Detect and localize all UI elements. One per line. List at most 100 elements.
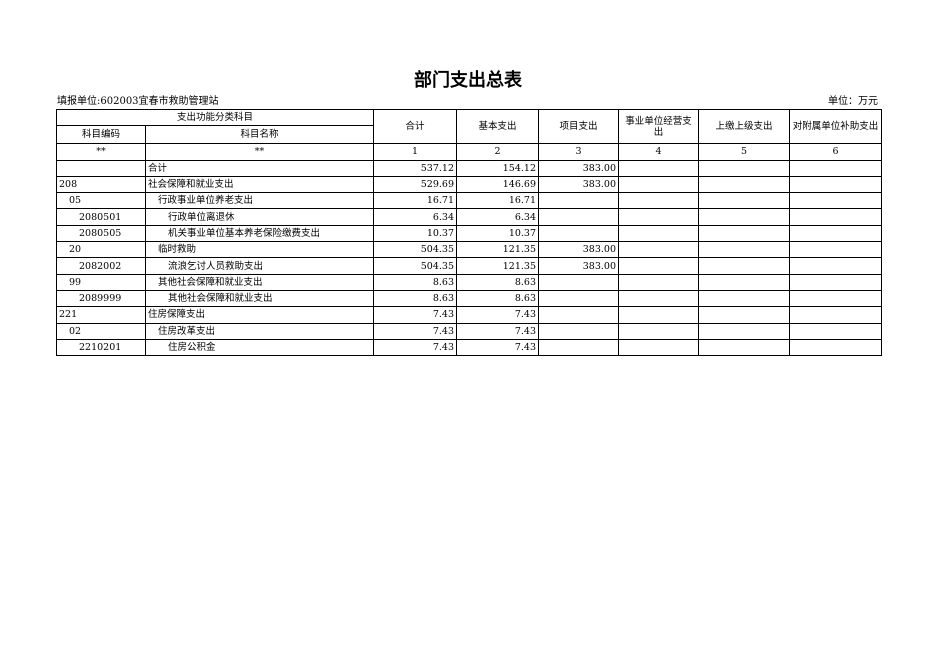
value-cell: 146.69 bbox=[456, 175, 540, 194]
value-cell: 8.63 bbox=[456, 289, 540, 308]
value-cell: 10.37 bbox=[456, 224, 540, 243]
value-cell bbox=[789, 273, 883, 291]
table-row: 99 其他社会保障和就业支出 8.63 8.63 bbox=[56, 273, 883, 291]
subject-code: 05 bbox=[56, 192, 146, 210]
value-cell: 7.43 bbox=[373, 322, 458, 340]
value-cell bbox=[538, 289, 620, 308]
subject-code: 221 bbox=[56, 306, 146, 324]
value-cell bbox=[789, 192, 883, 210]
value-cell bbox=[698, 241, 791, 259]
value-cell: 6.34 bbox=[373, 208, 458, 226]
subject-name: 社会保障和就业支出 bbox=[144, 175, 375, 194]
value-cell bbox=[618, 338, 700, 357]
subject-name: 行政单位离退休 bbox=[144, 208, 375, 226]
table-row: 208 社会保障和就业支出 529.69 146.69 383.00 bbox=[56, 175, 883, 194]
subject-name: 流浪乞讨人员救助支出 bbox=[144, 257, 375, 275]
table-row: 2080501 行政单位离退休 6.34 6.34 bbox=[56, 208, 883, 226]
value-cell bbox=[789, 322, 883, 340]
value-cell: 383.00 bbox=[538, 159, 620, 177]
value-cell bbox=[618, 289, 700, 308]
value-cell: 7.43 bbox=[456, 322, 540, 340]
value-cell: 7.43 bbox=[373, 306, 458, 324]
value-cell bbox=[789, 159, 883, 177]
value-cell bbox=[789, 208, 883, 226]
filing-unit: 填报单位:602003宜春市救助管理站 bbox=[57, 96, 219, 107]
value-cell bbox=[698, 338, 791, 357]
value-cell bbox=[538, 192, 620, 210]
subject-name: 住房改革支出 bbox=[144, 322, 375, 340]
subject-code bbox=[56, 159, 146, 177]
value-cell bbox=[789, 224, 883, 243]
subject-code: 2089999 bbox=[56, 289, 146, 308]
value-cell bbox=[698, 273, 791, 291]
subject-name: 住房公积金 bbox=[144, 338, 375, 357]
page-title: 部门支出总表 bbox=[414, 70, 522, 91]
index-cell: ** bbox=[144, 143, 375, 161]
value-cell: 504.35 bbox=[373, 257, 458, 275]
value-cell bbox=[789, 289, 883, 308]
value-cell bbox=[618, 159, 700, 177]
header-code: 科目编码 bbox=[56, 125, 146, 145]
value-cell bbox=[618, 306, 700, 324]
value-cell bbox=[789, 338, 883, 357]
value-cell bbox=[538, 224, 620, 243]
subject-code: 2082002 bbox=[56, 257, 146, 275]
index-row: ** ** 1 2 3 4 5 6 bbox=[56, 143, 883, 161]
subject-code: 2080505 bbox=[56, 224, 146, 243]
value-cell: 8.63 bbox=[456, 273, 540, 291]
header-remit-superior: 上缴上级支出 bbox=[698, 108, 791, 145]
value-cell bbox=[698, 208, 791, 226]
header-business: 事业单位经营支出 bbox=[618, 108, 700, 145]
value-cell bbox=[618, 241, 700, 259]
value-cell: 383.00 bbox=[538, 257, 620, 275]
subject-code: 02 bbox=[56, 322, 146, 340]
index-cell: ** bbox=[56, 143, 146, 161]
header-name: 科目名称 bbox=[144, 125, 375, 145]
table-row: 2080505 机关事业单位基本养老保险缴费支出 10.37 10.37 bbox=[56, 224, 883, 243]
value-cell bbox=[698, 306, 791, 324]
header-total: 合计 bbox=[373, 108, 458, 145]
value-cell bbox=[618, 257, 700, 275]
header-basic: 基本支出 bbox=[456, 108, 540, 145]
table-row: 02 住房改革支出 7.43 7.43 bbox=[56, 322, 883, 340]
value-cell: 16.71 bbox=[456, 192, 540, 210]
header-project: 项目支出 bbox=[538, 108, 620, 145]
value-cell bbox=[618, 192, 700, 210]
subject-name: 临时救助 bbox=[144, 241, 375, 259]
value-cell bbox=[538, 338, 620, 357]
value-cell: 537.12 bbox=[373, 159, 458, 177]
value-cell bbox=[698, 322, 791, 340]
expenditure-table: 支出功能分类科目 合计 基本支出 项目支出 事业单位经营支出 上缴上级支出 对附… bbox=[55, 108, 883, 357]
value-cell: 121.35 bbox=[456, 257, 540, 275]
value-cell bbox=[698, 257, 791, 275]
value-cell bbox=[789, 175, 883, 194]
value-cell bbox=[789, 257, 883, 275]
value-cell: 8.63 bbox=[373, 273, 458, 291]
table-row: 20 临时救助 504.35 121.35 383.00 bbox=[56, 241, 883, 259]
value-cell: 7.43 bbox=[373, 338, 458, 357]
table-row: 2082002 流浪乞讨人员救助支出 504.35 121.35 383.00 bbox=[56, 257, 883, 275]
table-row: 合计 537.12 154.12 383.00 bbox=[56, 159, 883, 177]
value-cell: 529.69 bbox=[373, 175, 458, 194]
subject-code: 2210201 bbox=[56, 338, 146, 357]
index-cell: 4 bbox=[618, 143, 700, 161]
value-cell bbox=[698, 159, 791, 177]
value-cell: 154.12 bbox=[456, 159, 540, 177]
value-cell: 10.37 bbox=[373, 224, 458, 243]
value-cell: 504.35 bbox=[373, 241, 458, 259]
value-cell: 383.00 bbox=[538, 175, 620, 194]
value-cell: 7.43 bbox=[456, 338, 540, 357]
header-function-category: 支出功能分类科目 bbox=[55, 108, 375, 127]
value-cell bbox=[618, 175, 700, 194]
index-cell: 1 bbox=[373, 143, 458, 161]
value-cell: 8.63 bbox=[373, 289, 458, 308]
value-cell bbox=[789, 306, 883, 324]
value-cell: 121.35 bbox=[456, 241, 540, 259]
header-subsidy: 对附属单位补助支出 bbox=[789, 108, 883, 145]
subject-name: 行政事业单位养老支出 bbox=[144, 192, 375, 210]
subject-code: 208 bbox=[56, 175, 146, 194]
value-cell bbox=[698, 192, 791, 210]
value-cell bbox=[538, 306, 620, 324]
value-cell: 383.00 bbox=[538, 241, 620, 259]
value-cell bbox=[538, 208, 620, 226]
